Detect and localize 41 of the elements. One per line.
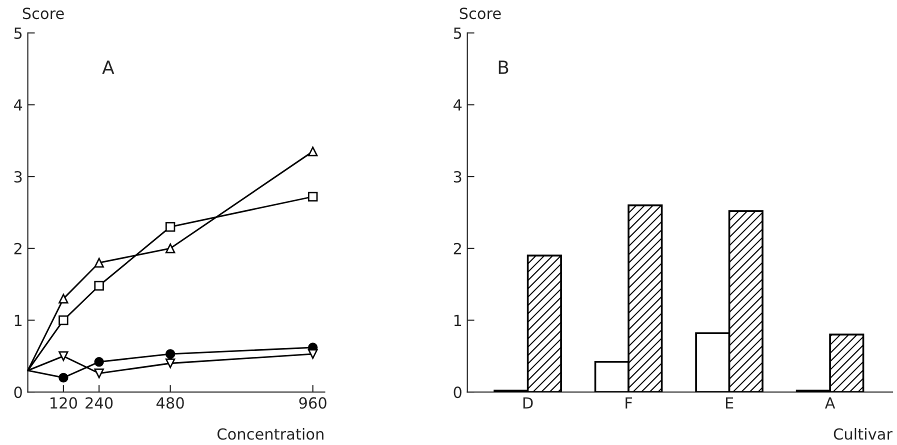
y-tick-label: 5 [14, 28, 22, 39]
x-axis-title: Cultivar [834, 428, 893, 440]
x-axis-title: Concentration [217, 428, 324, 440]
x-tick-label: 120 [50, 397, 77, 409]
y-tick-label: 4 [14, 99, 22, 111]
y-tick-label: 0 [454, 386, 462, 398]
y-tick-label: 1 [454, 314, 462, 326]
point [308, 349, 318, 359]
point [94, 368, 104, 378]
point [58, 372, 68, 383]
point [165, 222, 176, 232]
point [308, 146, 318, 156]
x-tick-label: E [726, 397, 734, 409]
point [58, 351, 68, 361]
x-tick-label: A [824, 397, 836, 409]
x-tick-label: D [523, 397, 533, 409]
y-tick-label: 3 [14, 171, 22, 183]
point [165, 244, 176, 254]
y-tick-label: 5 [454, 28, 462, 39]
x-tick-label: F [626, 397, 632, 409]
y-axis-title: Score [22, 8, 64, 20]
point [308, 192, 318, 202]
x-tick-label: 240 [86, 397, 113, 409]
y-tick-label: 1 [14, 314, 22, 326]
point [165, 349, 176, 359]
y-tick-label: 3 [454, 171, 462, 183]
annotation: B [498, 60, 508, 74]
x-tick-label: 480 [156, 397, 184, 409]
point [58, 294, 68, 304]
point [165, 358, 176, 368]
y-tick-label: 2 [454, 242, 461, 254]
y-tick-label: 4 [454, 99, 462, 111]
point [58, 315, 68, 326]
point [94, 258, 104, 268]
y-tick-label: 2 [14, 242, 22, 254]
annotation: A [102, 60, 114, 74]
x-tick-label: 960 [299, 397, 326, 409]
y-axis-title: Score [460, 8, 501, 20]
point [94, 357, 104, 367]
y-tick-label: 0 [14, 386, 22, 398]
point [94, 280, 104, 291]
